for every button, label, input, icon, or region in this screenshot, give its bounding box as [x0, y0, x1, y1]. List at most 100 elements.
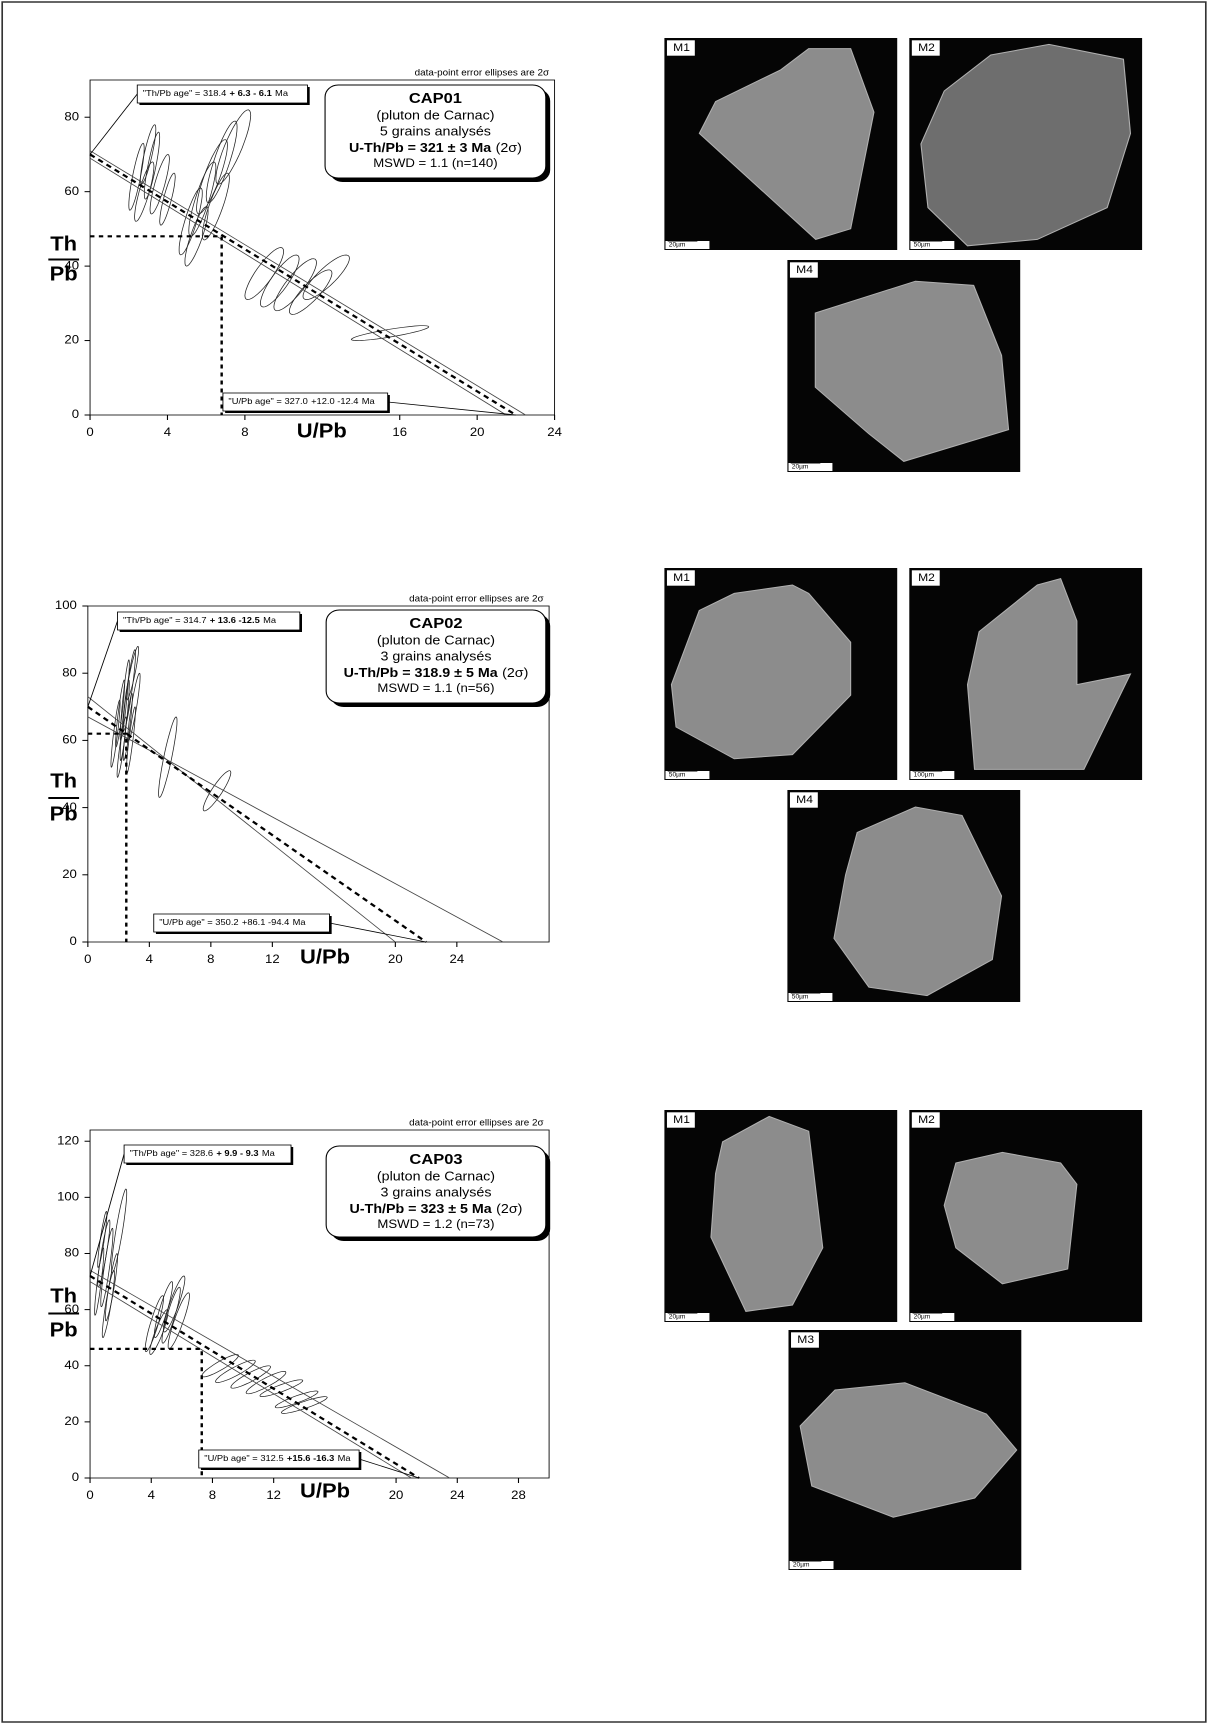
- scale-label: 20µm: [669, 242, 686, 249]
- callout: [222, 392, 389, 412]
- label-box: [666, 569, 696, 587]
- callout: [136, 84, 308, 104]
- panel-label: M4: [796, 264, 813, 275]
- y-tick-label: 120: [57, 1134, 79, 1147]
- error-ellipse: [125, 706, 136, 775]
- error-ellipse: [244, 247, 285, 300]
- error-ellipse: [201, 1354, 239, 1378]
- y-label-bottom: Pb: [50, 803, 78, 825]
- x-tick-label: 4: [146, 953, 153, 966]
- age-unit: Ma: [275, 89, 288, 99]
- x-tick-label: 0: [84, 953, 91, 966]
- error-ellipse: [122, 692, 133, 761]
- callout-leader: [329, 922, 427, 943]
- scale-label: 20µm: [669, 1314, 686, 1321]
- error-ellipse: [215, 1359, 256, 1383]
- error-ellipse: [280, 1396, 328, 1414]
- error-ellipse: [205, 120, 238, 204]
- envelope-line: [87, 716, 504, 943]
- error-ellipse: [201, 172, 230, 241]
- panel-label: M1: [673, 42, 690, 53]
- result-value: U-Th/Pb = 323 ± 5 Ma: [350, 1201, 493, 1215]
- mswd: MSWD = 1.1 (n=140): [373, 157, 497, 170]
- y-tick-label: 80: [64, 1246, 79, 1259]
- result-note: (2σ): [496, 1201, 522, 1215]
- x-tick-label: 16: [392, 426, 407, 439]
- age-label: "Th/Pb age" = 314.7: [123, 616, 207, 626]
- error-ellipse: [230, 1365, 272, 1389]
- error-ellipse: [127, 672, 141, 741]
- envelope-line: [87, 696, 396, 943]
- error-ellipse: [245, 1371, 287, 1395]
- error-ellipse: [159, 172, 176, 226]
- x-tick-label: 0: [86, 426, 93, 439]
- x-tick-label: 24: [450, 953, 465, 966]
- error-ellipse: [139, 124, 157, 185]
- callout-leader: [89, 93, 138, 155]
- error-ellipse: [259, 254, 300, 308]
- error-ellipse: [188, 161, 217, 237]
- x-tick-label: 20: [388, 953, 403, 966]
- error-ellipse: [97, 1211, 108, 1268]
- y-tick-label: 40: [64, 259, 79, 272]
- x-tick-label: 8: [207, 953, 214, 966]
- callout-text: "Th/Pb age" = 328.6 + 9.9 - 9.3 Ma: [130, 1149, 275, 1159]
- label-box: [790, 1331, 820, 1349]
- y-tick-label: 0: [72, 1471, 79, 1484]
- x-label: U/Pb: [297, 420, 347, 442]
- reference-lines: [90, 235, 223, 415]
- result-value: U-Th/Pb = 321 ± 3 Ma: [349, 140, 492, 154]
- error-ellipse: [101, 1270, 115, 1338]
- error-ellipse: [100, 1227, 114, 1308]
- age-error: + 6.3 - 6.1: [230, 89, 272, 99]
- error-ellipse: [128, 142, 145, 211]
- error-ellipse: [167, 1292, 190, 1350]
- callout-leader: [89, 1153, 125, 1277]
- panel-label: M2: [918, 42, 935, 53]
- scale-box: [665, 771, 710, 779]
- x-tick-label: 0: [86, 1489, 93, 1502]
- y-tick-label: 100: [55, 599, 77, 612]
- info-line: 3 grains analysés: [380, 1185, 491, 1199]
- error-ellipse: [149, 154, 170, 215]
- x-tick-label: 12: [266, 1489, 281, 1502]
- age-label: "U/Pb age" = 350.2: [159, 918, 238, 928]
- scale-box: [788, 993, 833, 1001]
- y-tick-label: 40: [62, 800, 77, 813]
- y-tick-label: 80: [64, 110, 79, 123]
- age-error: + 9.9 - 9.3: [216, 1149, 258, 1159]
- grain: [710, 1115, 824, 1312]
- x-label: U/Pb: [300, 1480, 350, 1502]
- info-line: (pluton de Carnac): [376, 108, 494, 122]
- fit-line: [87, 705, 427, 943]
- y-tick-label: 40: [64, 1358, 79, 1371]
- callout: [117, 611, 301, 631]
- result-note: (2σ): [502, 665, 528, 679]
- y-label-top: Th: [50, 233, 77, 255]
- scale-label: 50µm: [914, 242, 931, 249]
- result: U-Th/Pb = 318.9 ± 5 Ma (2σ): [344, 665, 529, 679]
- error-ellipse: [288, 269, 333, 315]
- age-unit: Ma: [263, 616, 276, 626]
- scale-box: [665, 1313, 710, 1321]
- info-line: (pluton de Carnac): [377, 1169, 495, 1183]
- envelope-line: [89, 157, 507, 416]
- grain: [670, 584, 852, 760]
- note: data-point error ellipses are 2σ: [409, 594, 544, 604]
- x-tick-label: 4: [148, 1489, 155, 1502]
- info-box: [325, 609, 547, 704]
- age-error: +86.1 -94.4: [242, 918, 289, 928]
- sample-title: CAP01: [409, 91, 462, 107]
- label-box: [911, 39, 941, 57]
- callout-text: "Th/Pb age" = 318.4 + 6.3 - 6.1 Ma: [143, 89, 288, 99]
- panel-label: M1: [673, 572, 690, 583]
- info-line: 5 grains analysés: [380, 124, 491, 138]
- plot-frame: [89, 1129, 550, 1479]
- y-label-bottom: Pb: [50, 263, 78, 285]
- panel-label: M1: [673, 1114, 690, 1125]
- scale-box: [788, 463, 833, 471]
- mswd: MSWD = 1.1 (n=56): [377, 682, 494, 695]
- x-tick-label: 24: [547, 426, 562, 439]
- error-ellipse: [110, 699, 121, 768]
- grain: [943, 1151, 1078, 1285]
